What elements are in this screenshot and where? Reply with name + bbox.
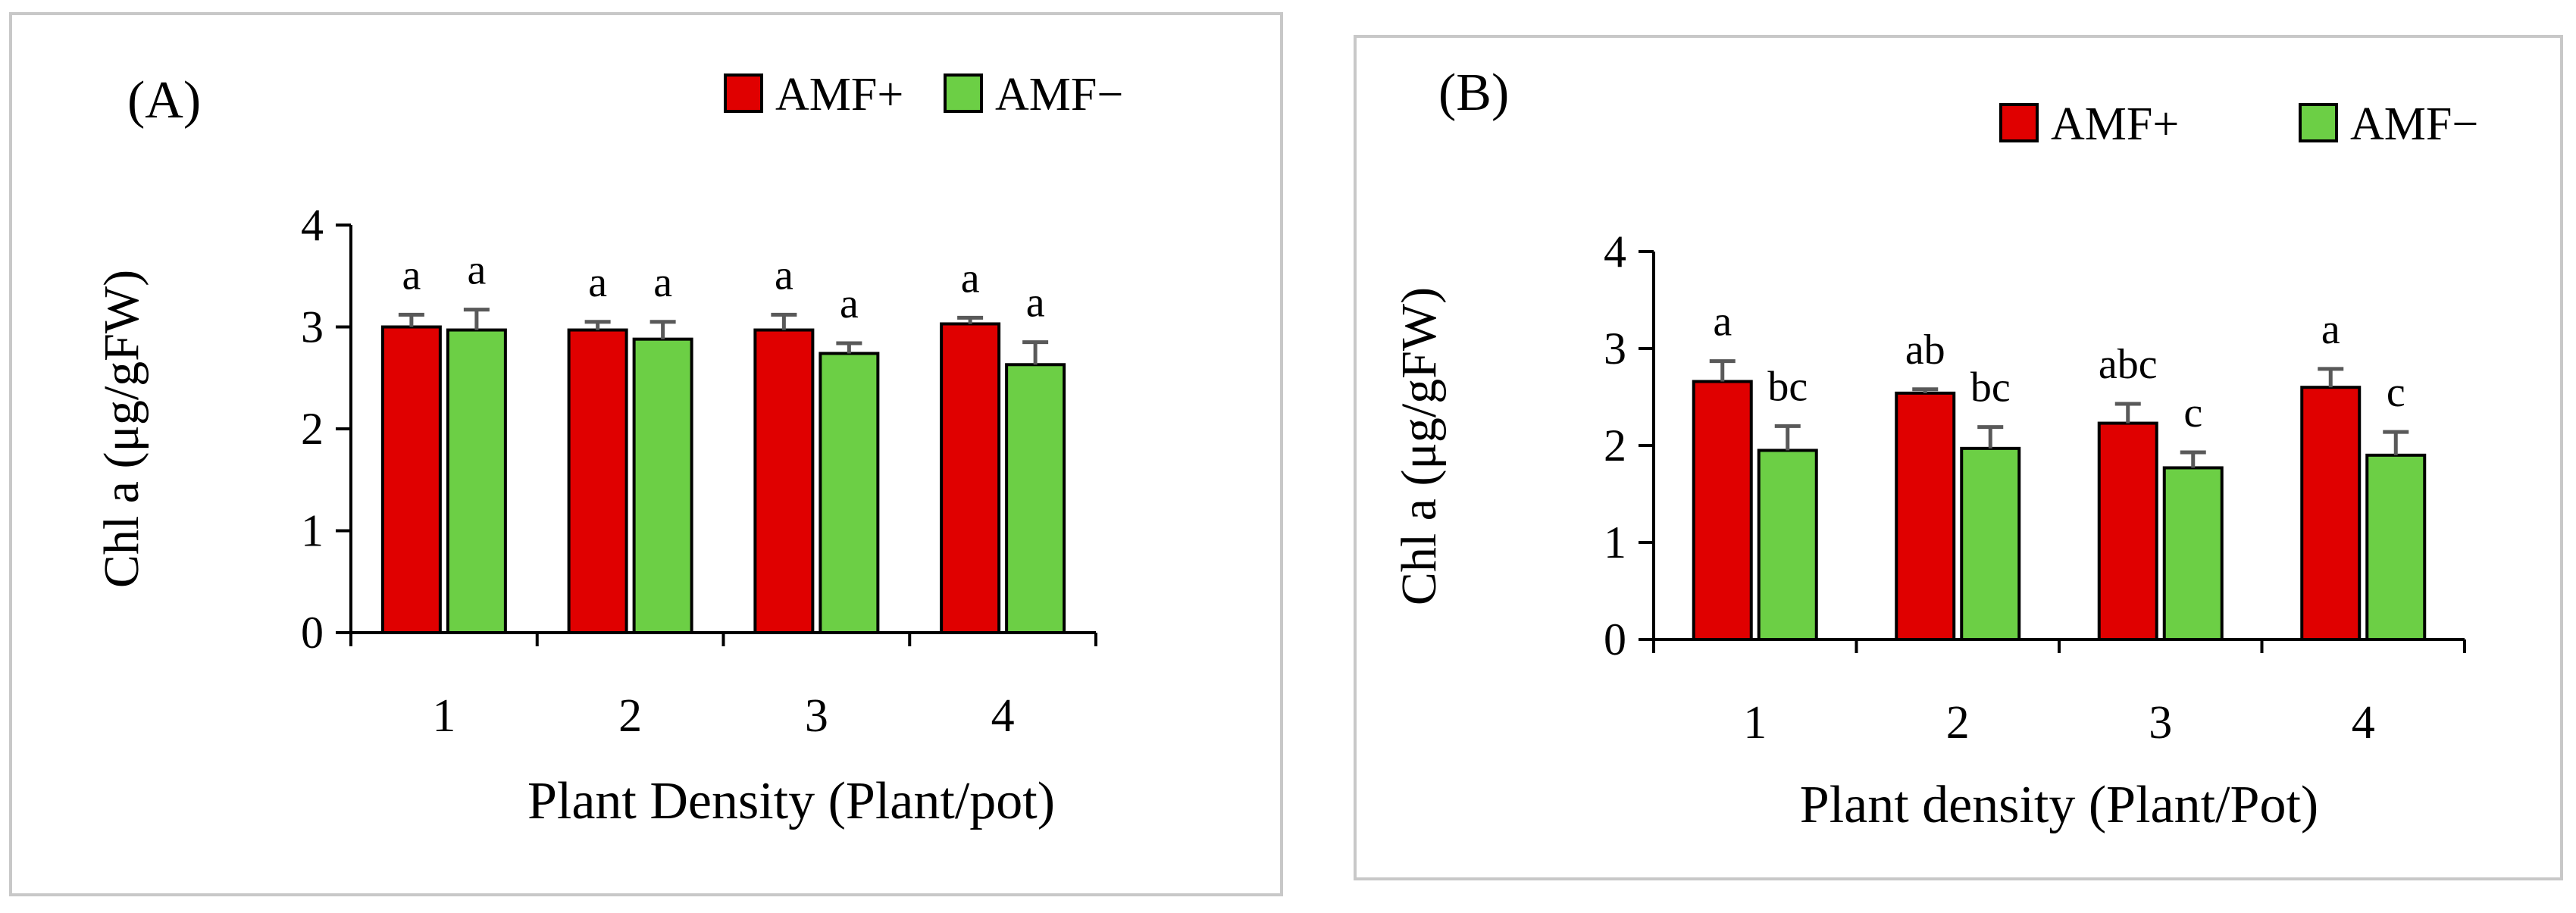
y-tick-label: 4 bbox=[1604, 227, 1626, 277]
bar bbox=[1960, 446, 2021, 642]
significance-letter: bc bbox=[1767, 363, 1808, 410]
bar bbox=[818, 352, 880, 634]
bar bbox=[1895, 391, 1956, 641]
significance-letter: ab bbox=[1905, 327, 1945, 374]
x-tick-label: 3 bbox=[805, 690, 828, 742]
legend-label: AMF− bbox=[995, 69, 1123, 120]
bar bbox=[380, 325, 442, 634]
y-tick-label: 0 bbox=[301, 608, 324, 658]
legend-swatch bbox=[1999, 103, 2039, 142]
x-tick-label: 2 bbox=[1946, 697, 1970, 749]
bar bbox=[2097, 421, 2158, 641]
y-tick-label: 0 bbox=[1604, 614, 1626, 664]
bar bbox=[1692, 380, 1753, 641]
bar bbox=[940, 322, 1001, 634]
bar bbox=[2365, 453, 2427, 641]
x-axis-title: Plant Density (Plant/pot) bbox=[527, 772, 1055, 830]
y-tick-label: 3 bbox=[1604, 324, 1626, 374]
y-tick-label: 4 bbox=[301, 200, 324, 250]
bar bbox=[2300, 386, 2362, 641]
panel-frame bbox=[1354, 35, 2563, 880]
panel-frame bbox=[9, 12, 1283, 896]
significance-letter: a bbox=[1026, 280, 1045, 327]
significance-letter: bc bbox=[1970, 364, 2011, 411]
significance-letter: a bbox=[588, 259, 607, 306]
y-axis-title: Chl a (μg/gFW) bbox=[1391, 287, 1447, 605]
significance-letter: a bbox=[467, 247, 486, 294]
bar bbox=[632, 337, 693, 634]
significance-letter: abc bbox=[2099, 341, 2158, 388]
bar bbox=[2162, 466, 2224, 641]
x-tick-label: 1 bbox=[432, 690, 455, 742]
y-tick-label: 2 bbox=[1604, 421, 1626, 471]
bar bbox=[446, 328, 507, 634]
significance-letter: a bbox=[402, 252, 421, 299]
y-tick-label: 1 bbox=[1604, 517, 1626, 567]
significance-letter: a bbox=[653, 259, 672, 306]
x-tick-label: 1 bbox=[1743, 697, 1767, 749]
legend-swatch bbox=[944, 73, 983, 113]
y-tick-label: 1 bbox=[301, 506, 324, 556]
significance-letter: a bbox=[840, 280, 859, 327]
legend-swatch bbox=[724, 73, 763, 113]
significance-letter: a bbox=[1713, 299, 1732, 346]
significance-letter: c bbox=[2387, 369, 2405, 416]
x-tick-label: 3 bbox=[2149, 697, 2172, 749]
y-axis-title: Chl a (μg/gFW) bbox=[94, 270, 149, 588]
bar bbox=[753, 328, 815, 634]
x-tick-label: 4 bbox=[991, 690, 1015, 742]
x-tick-label: 2 bbox=[618, 690, 642, 742]
legend-label: AMF+ bbox=[2051, 98, 2179, 150]
significance-letter: a bbox=[961, 255, 980, 302]
legend-label: AMF− bbox=[2350, 98, 2478, 150]
bar bbox=[1005, 363, 1066, 634]
bar bbox=[1757, 449, 1818, 642]
significance-letter: a bbox=[775, 252, 793, 299]
panel-label: (B) bbox=[1438, 64, 1509, 122]
panel-label: (A) bbox=[127, 71, 201, 130]
legend-label: AMF+ bbox=[775, 69, 903, 120]
x-tick-label: 4 bbox=[2352, 697, 2375, 749]
y-tick-label: 2 bbox=[301, 404, 324, 454]
y-tick-label: 3 bbox=[301, 302, 324, 352]
bar bbox=[567, 328, 628, 634]
significance-letter: a bbox=[2321, 306, 2340, 353]
significance-letter: c bbox=[2183, 389, 2202, 436]
legend-swatch bbox=[2299, 103, 2338, 142]
x-axis-title: Plant density (Plant/Pot) bbox=[1800, 776, 2318, 834]
